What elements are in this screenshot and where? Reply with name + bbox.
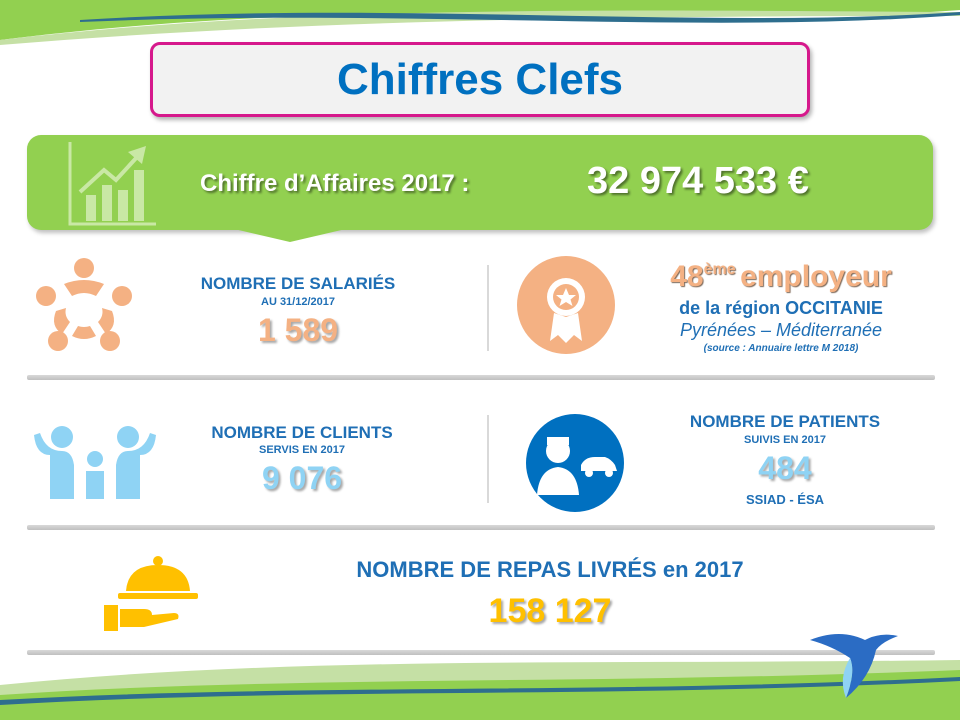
people-circle-icon <box>36 258 132 351</box>
patients-label: NOMBRE DE PATIENTS <box>689 412 881 431</box>
ranking-region: de la région OCCITANIE <box>679 298 883 318</box>
meals-value: 158 127 <box>488 592 612 630</box>
revenue-value: 32 974 533 € <box>587 160 809 202</box>
banner-pointer <box>230 228 350 242</box>
page-title: Chiffres Clefs <box>336 54 624 104</box>
bird-logo <box>810 634 898 698</box>
award-badge-icon <box>517 256 615 354</box>
divider <box>487 415 489 503</box>
growth-chart-icon <box>68 142 156 226</box>
clients-value: 9 076 <box>261 460 343 496</box>
ranking-number: 48 <box>670 260 704 293</box>
nurse-car-icon <box>526 414 624 512</box>
ranking-suffix: ème <box>703 261 736 278</box>
employees-value: 1 589 <box>257 312 339 348</box>
revenue-banner <box>27 135 933 230</box>
bottom-wave-decoration <box>0 660 960 720</box>
patients-sub: SUIVIS EN 2017 <box>744 434 826 446</box>
meals-label: NOMBRE DE REPAS LIVRÉS en 2017 <box>356 557 744 582</box>
employees-date: AU 31/12/2017 <box>261 296 335 308</box>
revenue-label: Chiffre d’Affaires 2017 : <box>200 170 470 197</box>
meal-cloche-icon <box>104 556 198 631</box>
patients-services: SSIAD - ÉSA <box>745 492 824 507</box>
ranking-source: (source : Annuaire lettre M 2018) <box>703 343 859 354</box>
patients-value: 484 <box>758 450 812 486</box>
employees-label: NOMBRE DE SALARIÉS <box>200 274 396 293</box>
clients-label: NOMBRE DE CLIENTS <box>211 423 393 442</box>
row-separator <box>27 650 935 655</box>
family-icon <box>34 426 156 499</box>
row-separator <box>27 375 935 380</box>
ranking-heading: 48ème employeur <box>630 260 932 294</box>
top-wave-decoration <box>0 0 960 45</box>
title-box: Chiffres Clefs <box>150 42 810 117</box>
row-separator <box>27 525 935 530</box>
divider <box>487 265 489 351</box>
ranking-subregion: Pyrénées – Méditerranée <box>679 320 883 340</box>
clients-sub: SERVIS EN 2017 <box>258 444 345 456</box>
ranking-word: employeur <box>740 260 892 293</box>
